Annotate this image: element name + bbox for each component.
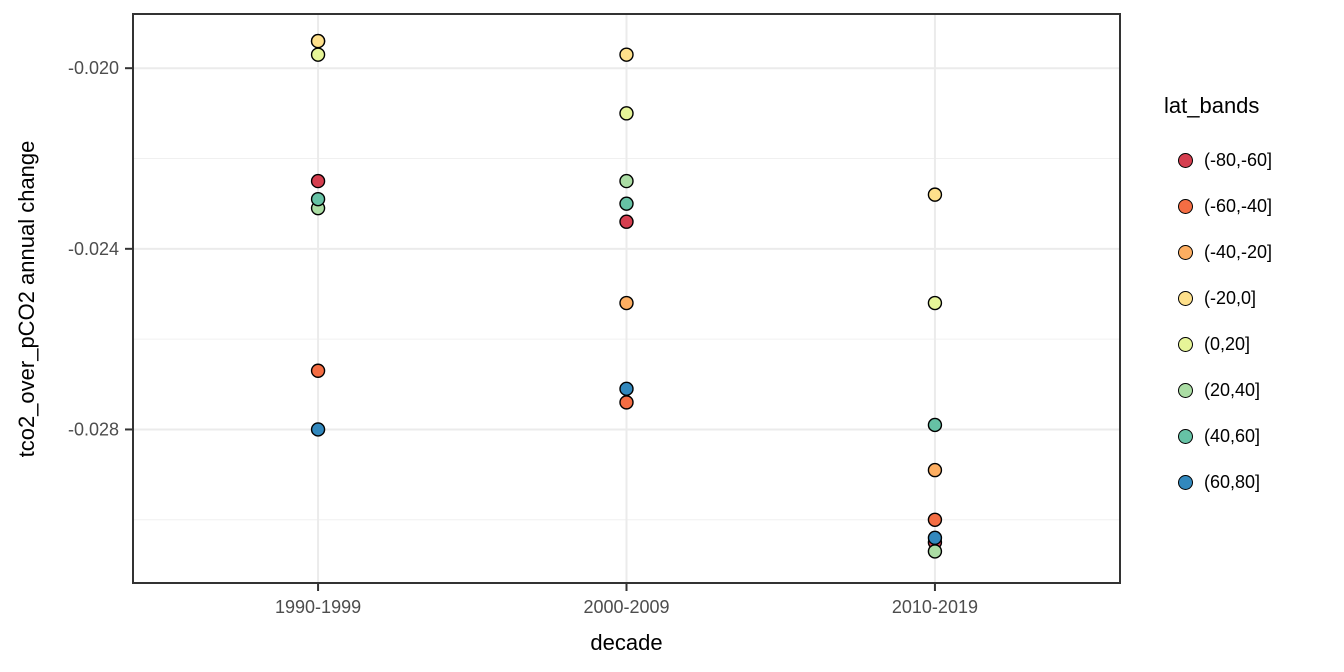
legend-swatch-icon	[1178, 152, 1193, 168]
x-tick-label: 2000-2009	[583, 597, 669, 617]
y-tick-label: -0.024	[68, 239, 119, 259]
legend-key-label: (40,60]	[1204, 425, 1261, 446]
data-point[interactable]	[310, 33, 326, 49]
data-point[interactable]	[619, 295, 634, 311]
legend-key: (-80,-60]	[1158, 137, 1272, 183]
y-tick-label: -0.020	[68, 58, 119, 78]
legend-swatch-icon	[1178, 336, 1193, 352]
data-point[interactable]	[927, 512, 943, 527]
data-point[interactable]	[927, 530, 943, 546]
data-point[interactable]	[927, 417, 943, 433]
data-point[interactable]	[619, 173, 634, 189]
legend-key: (0,20]	[1158, 321, 1272, 367]
data-point[interactable]	[927, 544, 943, 559]
legend-swatch-icon	[1178, 290, 1193, 306]
legend-swatch-icon	[1178, 198, 1193, 214]
legend-swatch-icon	[1178, 474, 1193, 490]
legend-key: (60,80]	[1158, 459, 1272, 505]
y-tick-label: -0.028	[68, 419, 119, 439]
panel-border	[132, 13, 1121, 584]
data-point[interactable]	[619, 47, 634, 62]
data-point[interactable]	[310, 173, 326, 189]
legend-key: (-60,-40]	[1158, 183, 1272, 229]
data-point[interactable]	[619, 214, 634, 229]
legend-key: (-20,0]	[1158, 275, 1272, 321]
legend-keys: (-80,-60] (-60,-40] (-40,-20] (-20,0] (0,20]…	[1158, 137, 1272, 505]
legend-key: (20,40]	[1158, 367, 1272, 413]
legend-key: (40,60]	[1158, 413, 1272, 459]
data-point[interactable]	[310, 47, 326, 62]
legend-key-label: (-20,0]	[1204, 287, 1257, 308]
data-point[interactable]	[310, 363, 326, 378]
legend-key-label: (20,40]	[1204, 379, 1261, 400]
data-point[interactable]	[619, 395, 634, 410]
data-point[interactable]	[310, 422, 326, 437]
data-point[interactable]	[927, 462, 943, 478]
y-axis-title: tco2_over_pCO2 annual change	[14, 140, 39, 458]
x-axis-title: decade	[590, 630, 663, 655]
legend-swatch-icon	[1178, 428, 1193, 444]
legend-swatch-icon	[1178, 244, 1193, 260]
legend-key-label: (0,20]	[1204, 333, 1251, 354]
data-point[interactable]	[619, 196, 634, 211]
legend-key-label: (60,80]	[1204, 471, 1261, 492]
x-tick-label: 2010-2019	[892, 597, 978, 617]
legend-key: (-40,-20]	[1158, 229, 1272, 275]
legend-swatch-icon	[1178, 382, 1193, 398]
data-point[interactable]	[927, 187, 943, 202]
data-point[interactable]	[310, 191, 326, 207]
data-point[interactable]	[619, 106, 634, 121]
data-point[interactable]	[619, 381, 634, 397]
legend-key-label: (-80,-60]	[1204, 149, 1273, 170]
legend-title: lat_bands	[1164, 93, 1260, 118]
legend: lat_bands (-80,-60] (-60,-40] (-40,-20] (-2…	[1158, 93, 1272, 505]
data-point[interactable]	[927, 295, 943, 311]
legend-key-label: (-60,-40]	[1204, 195, 1273, 216]
x-tick-label: 1990-1999	[275, 597, 361, 617]
legend-key-label: (-40,-20]	[1204, 241, 1273, 262]
